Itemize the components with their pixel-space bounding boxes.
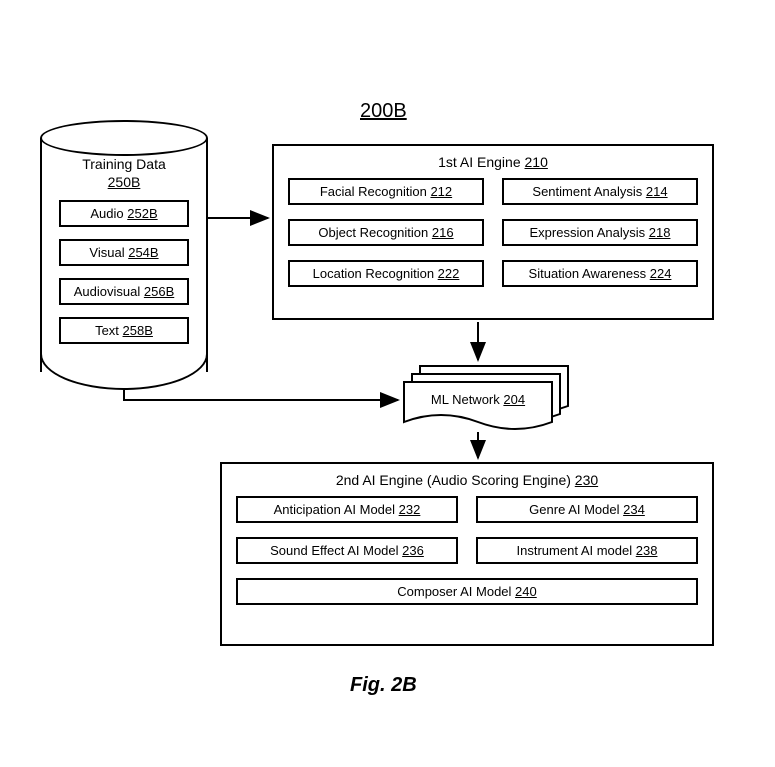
ml-network-stack: ML Network 204 <box>402 364 572 430</box>
training-data-item-audiovisual: Audiovisual 256B <box>59 278 189 305</box>
ml-network-label: ML Network 204 <box>404 392 552 407</box>
location-recognition-box: Location Recognition 222 <box>288 260 484 287</box>
expression-analysis-box: Expression Analysis 218 <box>502 219 698 246</box>
diagram-canvas: 200B Training Data 250B Audio 252B Visua… <box>0 0 775 767</box>
anticipation-model-box: Anticipation AI Model 232 <box>236 496 458 523</box>
training-data-item-visual: Visual 254B <box>59 239 189 266</box>
first-ai-engine-title: 1st AI Engine 210 <box>274 154 712 170</box>
training-data-ref: 250B <box>40 174 208 190</box>
instrument-model-box: Instrument AI model 238 <box>476 537 698 564</box>
figure-caption: Fig. 2B <box>350 674 417 697</box>
object-recognition-box: Object Recognition 216 <box>288 219 484 246</box>
situation-awareness-box: Situation Awareness 224 <box>502 260 698 287</box>
second-ai-engine-box: 2nd AI Engine (Audio Scoring Engine) 230… <box>220 462 714 646</box>
figure-main-ref: 200B <box>360 100 407 123</box>
composer-model-box: Composer AI Model 240 <box>236 578 698 605</box>
training-data-cylinder: Training Data 250B Audio 252B Visual 254… <box>40 120 208 390</box>
training-data-title: Training Data <box>40 156 208 172</box>
genre-model-box: Genre AI Model 234 <box>476 496 698 523</box>
sentiment-analysis-box: Sentiment Analysis 214 <box>502 178 698 205</box>
facial-recognition-box: Facial Recognition 212 <box>288 178 484 205</box>
training-data-item-text: Text 258B <box>59 317 189 344</box>
second-ai-engine-title: 2nd AI Engine (Audio Scoring Engine) 230 <box>222 472 712 488</box>
first-ai-engine-box: 1st AI Engine 210 Facial Recognition 212… <box>272 144 714 320</box>
sound-effect-model-box: Sound Effect AI Model 236 <box>236 537 458 564</box>
training-data-item-audio: Audio 252B <box>59 200 189 227</box>
arrow-cyl-to-ml <box>124 390 398 400</box>
